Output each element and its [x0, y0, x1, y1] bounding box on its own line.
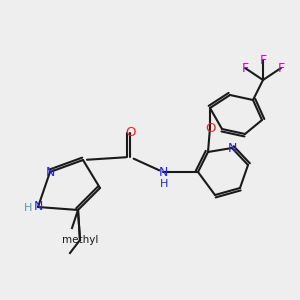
Text: methyl: methyl	[62, 235, 98, 245]
Text: H: H	[160, 179, 168, 189]
Text: N: N	[227, 142, 237, 154]
Text: N: N	[33, 200, 43, 214]
Text: N: N	[45, 166, 55, 178]
Text: H: H	[24, 203, 32, 213]
Text: F: F	[278, 61, 285, 74]
Text: O: O	[125, 127, 135, 140]
Text: F: F	[260, 53, 267, 67]
Text: O: O	[205, 122, 215, 134]
Text: N: N	[158, 166, 168, 178]
Text: F: F	[242, 61, 249, 74]
